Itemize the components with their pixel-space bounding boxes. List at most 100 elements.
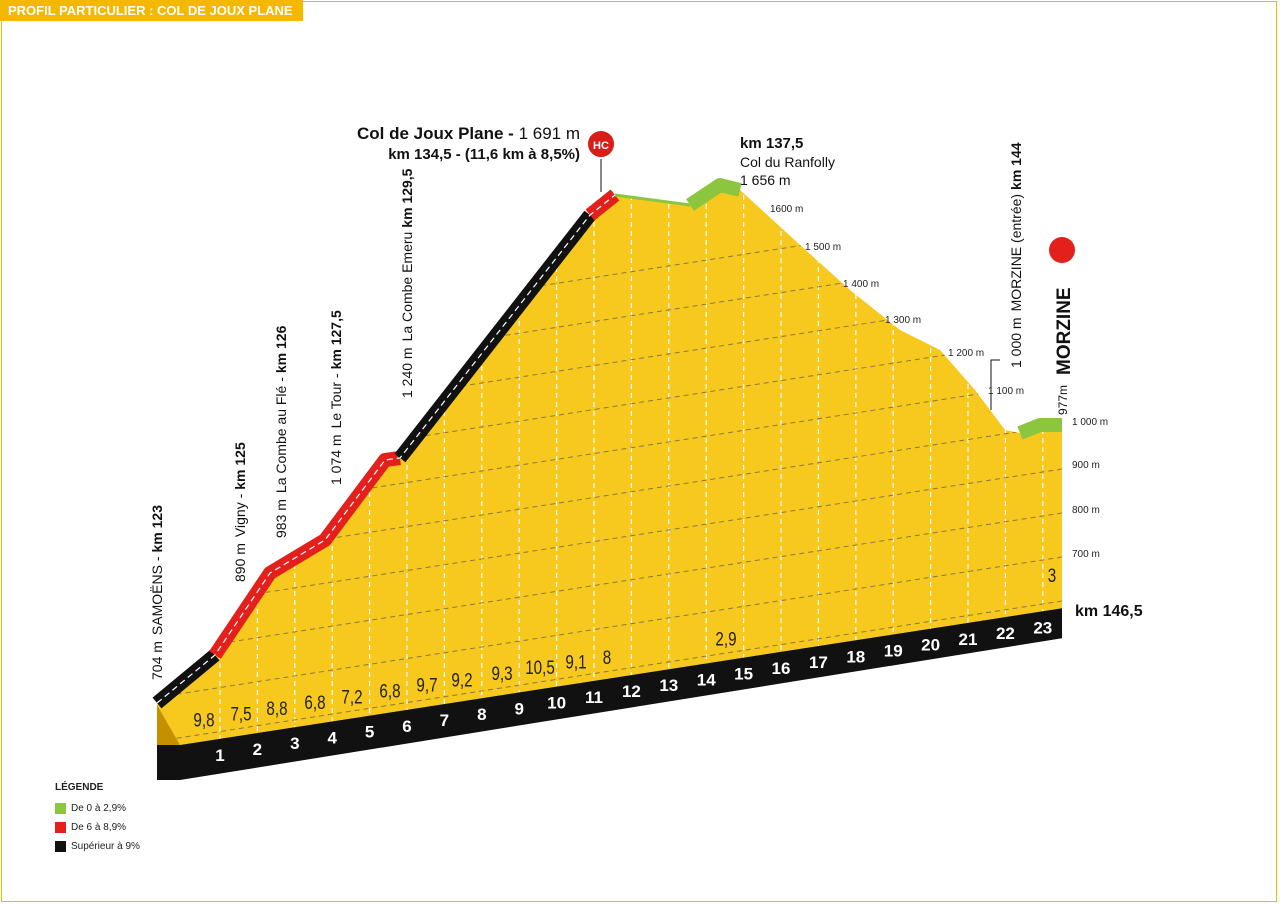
altitude-label: 1 200 m xyxy=(948,348,984,359)
km-marker: 19 xyxy=(884,641,903,660)
place-label: 704 m SAMOËNS - km 123 xyxy=(149,505,165,680)
place-km: km 125 xyxy=(232,442,248,490)
place-name: Le Tour - xyxy=(328,373,344,428)
place-km: km 123 xyxy=(149,505,165,553)
gradient-segment xyxy=(1017,418,1062,440)
gradient-segment xyxy=(686,178,742,211)
place-km: km 126 xyxy=(273,325,289,373)
km-marker: 23 xyxy=(1033,618,1052,637)
km-marker: 6 xyxy=(402,717,411,736)
gradient-label: 9,1 xyxy=(565,651,586,673)
km-marker: 12 xyxy=(622,682,641,701)
place-name: La Combe Emeru xyxy=(399,232,415,342)
place-km: km 129,5 xyxy=(399,168,415,227)
place-name: Vigny - xyxy=(232,493,248,537)
place-label: 1 240 m La Combe Emeru km 129,5 xyxy=(399,168,415,398)
gradient-label: 8 xyxy=(603,646,611,668)
summit-altitude: 1 691 m xyxy=(519,124,580,143)
gradient-segment xyxy=(585,189,620,221)
pointer xyxy=(990,359,1000,410)
legend-label: De 6 à 8,9% xyxy=(71,822,127,834)
altitude-label: 1 500 m xyxy=(805,242,841,253)
altitude-line xyxy=(157,556,1062,699)
place-altitude: 1 240 m xyxy=(399,347,415,398)
km-marker: 5 xyxy=(365,723,374,742)
finish-km: km 146,5 xyxy=(1075,603,1143,620)
km-band xyxy=(157,608,1062,780)
km-marker: 7 xyxy=(440,711,449,730)
place-altitude: 704 m xyxy=(149,641,165,680)
place-km: km 127,5 xyxy=(328,310,344,369)
place-name: La Combe au Flé - xyxy=(273,377,289,493)
finish-icon xyxy=(1049,237,1075,263)
place-altitude: 890 m xyxy=(232,543,248,582)
altitude-label: 700 m xyxy=(1072,549,1100,560)
gradient-label: 6,8 xyxy=(304,691,325,713)
summit-name: Col de Joux Plane - 1 691 m xyxy=(357,124,580,143)
place-name: MORZINE (entrée) xyxy=(1008,194,1024,311)
place-label: 983 m La Combe au Flé - km 126 xyxy=(273,325,289,538)
legend-item: De 0 à 2,9% xyxy=(55,803,126,814)
gradient-label: 9,2 xyxy=(451,669,472,691)
altitude-label: 800 m xyxy=(1072,505,1100,516)
km-marker: 16 xyxy=(772,659,791,678)
legend-item: Supérieur à 9% xyxy=(55,841,140,852)
place-altitude: 1 074 m xyxy=(328,434,344,485)
km-marker: 3 xyxy=(290,734,299,753)
altitude-label: 1 100 m xyxy=(988,386,1024,397)
ranfolly-name: Col du Ranfolly xyxy=(740,154,835,170)
gradient-label: 9,7 xyxy=(416,674,437,696)
km-marker: 18 xyxy=(846,647,865,666)
gradient-segment xyxy=(614,193,691,207)
header-title: PROFIL PARTICULIER : COL DE JOUX PLANE xyxy=(0,0,303,21)
gradient-label: 7,2 xyxy=(341,686,362,708)
altitude-label: 1 400 m xyxy=(843,279,879,290)
km-marker: 9 xyxy=(514,699,523,718)
km-marker: 20 xyxy=(921,636,940,655)
place-label: 890 m Vigny - km 125 xyxy=(232,442,248,582)
finish-altitude: 977m xyxy=(1056,385,1070,415)
place-name: SAMOËNS - xyxy=(149,556,165,635)
legend-label: Supérieur à 9% xyxy=(71,841,140,853)
summit-col: Col de Joux Plane - xyxy=(357,124,519,143)
km-marker: 17 xyxy=(809,653,828,672)
place-label: 1 074 m Le Tour - km 127,5 xyxy=(328,310,344,485)
km-marker: 10 xyxy=(547,694,566,713)
km-marker: 2 xyxy=(253,740,262,759)
altitude-line xyxy=(157,512,1062,655)
profile-area xyxy=(157,185,1062,745)
category-label: HC xyxy=(593,140,609,152)
ridge-dash xyxy=(156,194,616,704)
place-altitude: 1 000 m xyxy=(1008,317,1024,368)
ranfolly-altitude: 1 656 m xyxy=(740,172,791,188)
gradient-label: 9,3 xyxy=(491,662,512,684)
altitude-label: 1 000 m xyxy=(1072,417,1108,428)
km-marker: 13 xyxy=(659,676,678,695)
km-marker: 11 xyxy=(585,688,603,707)
legend-title: LÉGENDE xyxy=(55,782,104,793)
gradient-label: 3 xyxy=(1048,564,1056,586)
place-altitude: 983 m xyxy=(273,499,289,538)
altitude-label: 1 300 m xyxy=(885,315,921,326)
altitude-line xyxy=(157,600,1062,743)
place-label: 1 000 m MORZINE (entrée) km 144 xyxy=(1008,142,1024,368)
altitude-label: 1600 m xyxy=(770,204,803,215)
km-marker: 22 xyxy=(996,624,1015,643)
legend-item: De 6 à 8,9% xyxy=(55,822,126,833)
ranfolly-km: km 137,5 xyxy=(740,135,803,152)
km-marker: 21 xyxy=(959,630,978,649)
legend-label: De 0 à 2,9% xyxy=(71,803,127,815)
place-km: km 144 xyxy=(1008,142,1024,190)
category-badge xyxy=(586,129,616,159)
km-marker: 1 xyxy=(215,746,224,765)
summit-detail: km 134,5 - (11,6 km à 8,5%) xyxy=(388,146,580,163)
finish-name: MORZINE xyxy=(1054,287,1075,375)
km-marker: 14 xyxy=(697,670,716,689)
km-marker: 4 xyxy=(327,728,337,747)
km-marker: 8 xyxy=(477,705,486,724)
gradient-label: 7,5 xyxy=(230,703,251,725)
gradient-label: 6,8 xyxy=(379,680,400,702)
